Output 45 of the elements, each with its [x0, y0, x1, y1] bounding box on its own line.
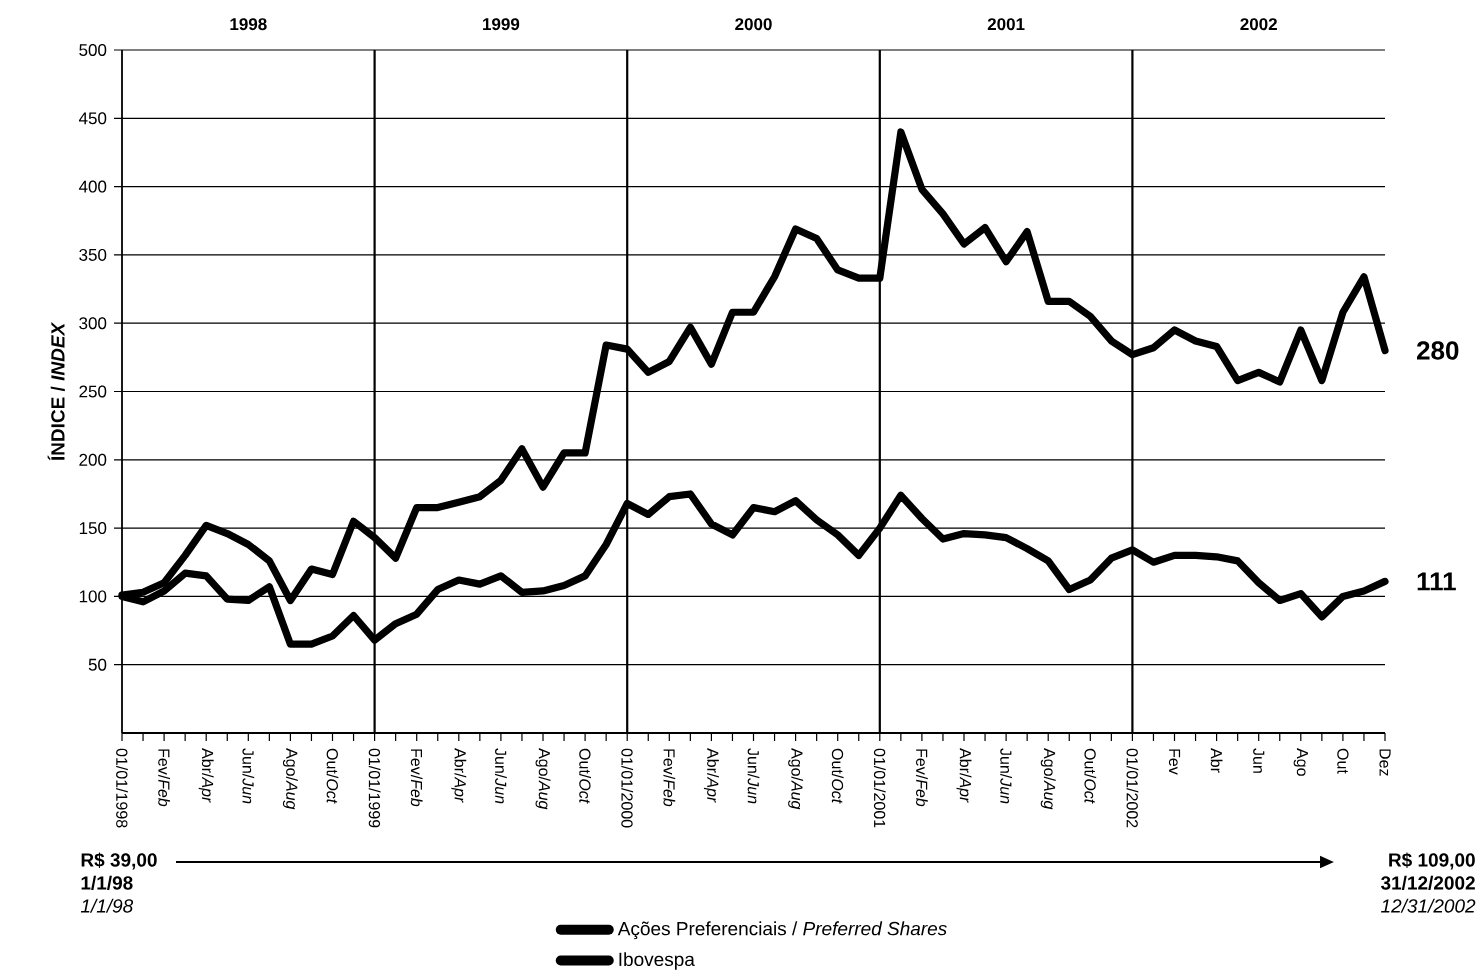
text: 1/1/98	[80, 898, 134, 913]
x-tick-label: Out/Oct	[579, 748, 591, 804]
y-tick-label: 50	[88, 658, 107, 671]
y-tick-label: 100	[79, 590, 107, 603]
legend-label: Ações Preferenciais / Preferred Shares	[617, 921, 947, 940]
y-tick-label: 350	[79, 248, 107, 261]
x-tick-label: Out/Oct	[831, 748, 844, 804]
y-tick-label: 400	[78, 180, 107, 193]
y-tick-label: 150	[79, 522, 107, 535]
text: R$ 109,00	[1389, 852, 1475, 870]
y-tick-label: 200	[79, 453, 107, 466]
x-tick-label: Ago	[1293, 748, 1308, 776]
text: 2002	[1240, 18, 1277, 31]
text: 2000	[735, 18, 772, 31]
x-tick-label: 01/01/2000	[621, 748, 634, 828]
y-tick-label: 450	[78, 112, 107, 125]
y-tick-label: 250	[79, 385, 107, 398]
x-tick-label: Out/Oct	[1084, 748, 1097, 804]
legend-label: Ibovespa	[619, 952, 695, 970]
x-tick-label: 01/01/1998	[116, 748, 128, 828]
x-tick-label: 01/01/1999	[368, 748, 381, 828]
text: 12/31/2002	[1381, 898, 1476, 913]
y-axis-title: ÍNDICE / INDEX	[47, 321, 65, 461]
x-tick-label: 01/01/2001	[873, 748, 886, 828]
x-tick-label: Out	[1337, 748, 1349, 774]
x-tick-label: Fev	[1168, 749, 1181, 775]
x-tick-label: Jun	[1253, 748, 1265, 773]
x-tick-label: Out/Oct	[326, 748, 339, 804]
text: 31/12/2002	[1380, 875, 1475, 890]
text: R$ 39,00	[81, 852, 157, 870]
x-tick-label: 01/01/2002	[1126, 748, 1139, 828]
y-tick-label: 500	[79, 43, 107, 56]
x-tick-label: Dez	[1379, 749, 1391, 776]
x-tick-label: Fev/Feb	[663, 749, 676, 807]
text: 1998	[230, 18, 267, 31]
text: 2001	[987, 18, 1025, 31]
text: 1999	[483, 18, 520, 31]
data-label: 280	[1416, 341, 1459, 360]
x-tick-label: Fev/Feb	[410, 749, 423, 807]
text: 1/1/98	[81, 875, 133, 890]
x-tick-label: Abr	[1210, 748, 1223, 773]
x-tick-label: Fev/Feb	[916, 749, 928, 807]
x-tick-label: Fev/Feb	[158, 749, 170, 807]
y-tick-label: 300	[79, 317, 107, 330]
data-label: 111	[1417, 572, 1456, 591]
